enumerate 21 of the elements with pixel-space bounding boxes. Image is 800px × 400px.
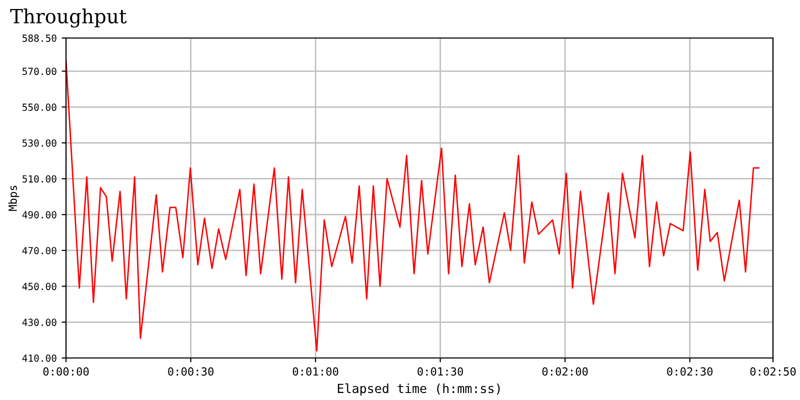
y-tick-label: 490.00	[22, 211, 56, 218]
x-tick-label: 0:02:30	[667, 367, 713, 376]
x-tick-label: 0:02:00	[542, 367, 588, 376]
y-tick-label: 450.00	[22, 282, 56, 290]
x-tick-label: 0:02:50	[750, 367, 796, 376]
y-tick-label: 588.50	[22, 34, 56, 42]
line-series	[66, 60, 760, 352]
x-tick-label: 0:01:00	[292, 367, 338, 376]
x-tick-label: 0:01:30	[418, 367, 463, 376]
y-tick-label: 550.00	[22, 104, 56, 111]
x-tick-label: 0:00:30	[168, 367, 214, 376]
chart-title: Throughput	[10, 8, 127, 28]
x-tick-label: 0:00:00	[43, 367, 89, 376]
y-axis-title: Mbps	[8, 186, 20, 211]
y-tick-label: 510.00	[22, 175, 56, 183]
y-tick-label: 570.00	[22, 68, 56, 76]
y-tick-label: 470.00	[22, 246, 56, 254]
y-tick-label: 410.00	[22, 354, 56, 362]
y-tick-label: 530.00	[22, 139, 56, 147]
x-axis-title: Elapsed time (h:mm:ss)	[338, 383, 500, 396]
y-tick-label: 430.00	[22, 318, 56, 326]
